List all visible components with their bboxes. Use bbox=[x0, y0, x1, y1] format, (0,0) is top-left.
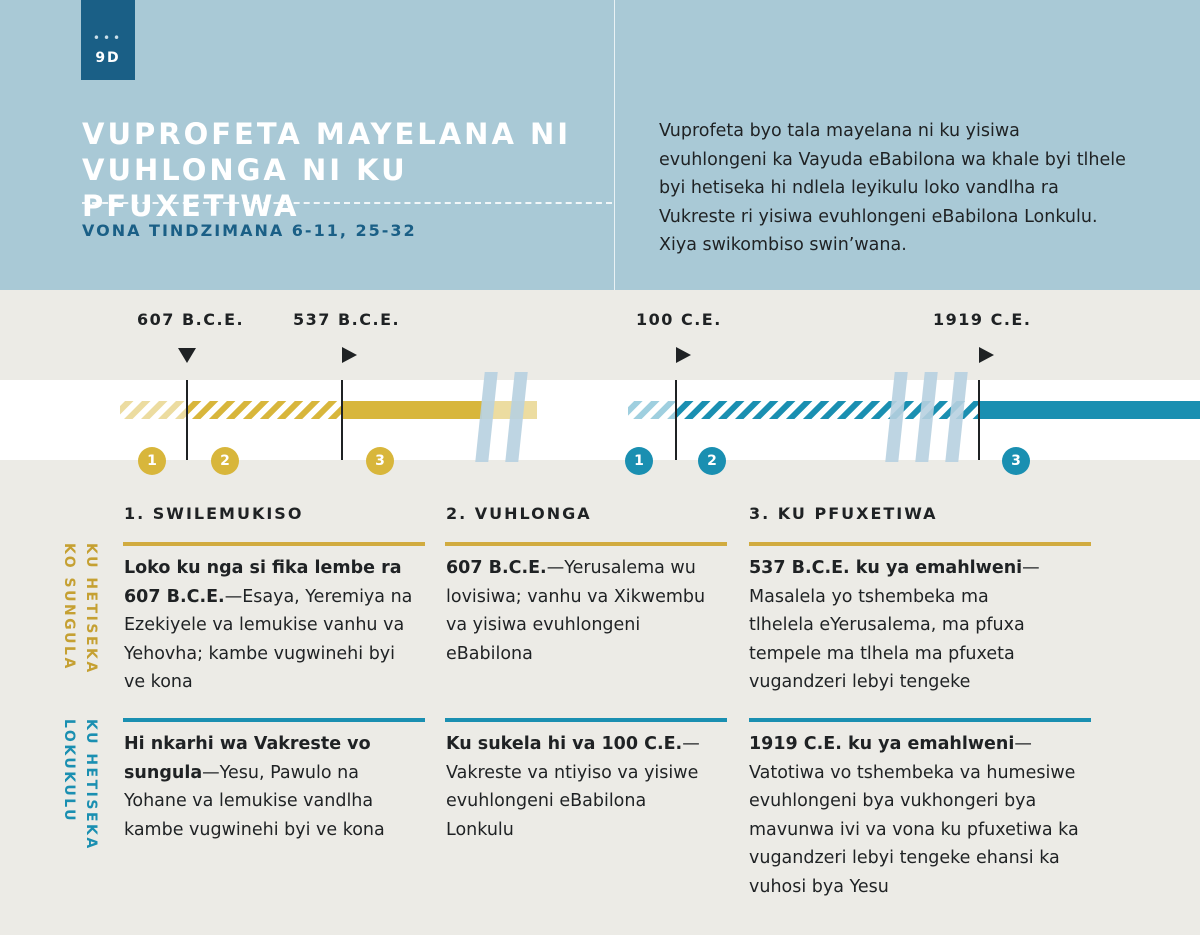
intro-text: Vuprofeta byo tala mayelana ni ku yisiwa… bbox=[659, 121, 1126, 255]
modern-step-3-circle: 3 bbox=[1002, 447, 1030, 475]
header-divider bbox=[614, 0, 615, 290]
ancient-solid bbox=[342, 401, 482, 419]
modern-restoration-cell: 1919 C.E. ku ya emahlweni—Vatotiwa vo ts… bbox=[749, 730, 1089, 901]
column-heading-captivity: 2. VUHLONGA bbox=[446, 504, 592, 523]
page-subtitle: VONA TINDZIMANA 6-11, 25-32 bbox=[82, 221, 417, 240]
cell-text: —Esaya, Yeremiya na Ezekiyele va lemukis… bbox=[124, 586, 413, 693]
cell-text: —Vakreste va ntiyiso va yisiwe evuhlonge… bbox=[446, 734, 700, 840]
title-dashed-rule bbox=[82, 202, 612, 204]
modern-solid bbox=[980, 401, 1200, 419]
cell-bold: 607 B.C.E. bbox=[446, 558, 547, 578]
modern-step-2-circle: 2 bbox=[698, 447, 726, 475]
ancient-step-2-circle: 2 bbox=[211, 447, 239, 475]
modern-row-label: KU HETISEKA LOKUKULU bbox=[58, 719, 102, 851]
badge-label: 9D bbox=[95, 50, 121, 66]
cell-bold: 537 B.C.E. ku ya emahlweni bbox=[749, 558, 1023, 578]
play-arrow-icon bbox=[342, 347, 357, 363]
badge-dots-icon: ••• bbox=[92, 31, 124, 45]
cell-text: —Yesu, Pawulo na Yohane va lemukise vand… bbox=[124, 762, 385, 840]
title-line-2: VUHLONGA NI KU PFUXETIWA bbox=[82, 153, 408, 223]
ancient-row-rule bbox=[445, 542, 727, 546]
ancient-captivity-cell: 607 B.C.E.—Yerusalema wu lovisiwa; vanhu… bbox=[446, 554, 716, 668]
modern-row-rule bbox=[749, 718, 1091, 722]
cell-text: —Vatotiwa vo tshembeka va humesiwe evuhl… bbox=[749, 734, 1079, 897]
ancient-step-3-circle: 3 bbox=[366, 447, 394, 475]
column-heading-restoration: 3. KU PFUXETIWA bbox=[749, 504, 938, 523]
cell-bold: 1919 C.E. ku ya emahlweni bbox=[749, 734, 1015, 754]
modern-row-rule bbox=[445, 718, 727, 722]
page-title: VUPROFETA MAYELANA NI VUHLONGA NI KU PFU… bbox=[82, 116, 622, 224]
year-label: 537 B.C.E. bbox=[293, 310, 401, 329]
play-arrow-icon bbox=[676, 347, 691, 363]
cell-bold: Loko ku nga si fika lembe ra 607 B.C.E. bbox=[124, 558, 402, 607]
header-panel bbox=[0, 0, 1200, 290]
ancient-hatch bbox=[187, 401, 342, 419]
modern-hatch-faded bbox=[628, 401, 676, 419]
modern-step-1-circle: 1 bbox=[625, 447, 653, 475]
column-heading-warnings: 1. SWILEMUKISO bbox=[124, 504, 304, 523]
ancient-restoration-cell: 537 B.C.E. ku ya emahlweni—Masalela yo t… bbox=[749, 554, 1049, 697]
cell-text: —Yerusalema wu lovisiwa; vanhu va Xikwem… bbox=[446, 558, 706, 664]
year-label: 607 B.C.E. bbox=[137, 310, 245, 329]
down-arrow-icon bbox=[178, 348, 196, 363]
cell-text: —Masalela yo tshembeka ma tlhelela eYeru… bbox=[749, 558, 1040, 692]
timeline-tick bbox=[675, 380, 677, 460]
timeline-tick bbox=[341, 380, 343, 460]
ancient-row-label-line-2: KO SUNGULA bbox=[61, 543, 77, 671]
timeline-tick bbox=[186, 380, 188, 460]
timeline-band bbox=[0, 380, 1200, 460]
page-badge: ••• 9D bbox=[81, 0, 135, 80]
modern-row-label-line-1: KU HETISEKA bbox=[83, 719, 99, 851]
title-line-1: VUPROFETA MAYELANA NI bbox=[82, 117, 572, 151]
year-label: 1919 C.E. bbox=[933, 310, 1032, 329]
timeline-tick bbox=[978, 380, 980, 460]
ancient-step-1-circle: 1 bbox=[138, 447, 166, 475]
cell-bold: Ku sukela hi va 100 C.E. bbox=[446, 734, 683, 754]
year-label: 100 C.E. bbox=[636, 310, 722, 329]
ancient-hatch-faded bbox=[120, 401, 187, 419]
cell-bold: Hi nkarhi wa Vakreste vo sungula bbox=[124, 734, 371, 783]
modern-captivity-cell: Ku sukela hi va 100 C.E.—Vakreste va nti… bbox=[446, 730, 716, 844]
ancient-row-label: KU HETISEKA KO SUNGULA bbox=[58, 543, 102, 675]
ancient-row-label-line-1: KU HETISEKA bbox=[83, 543, 99, 675]
modern-row-label-line-2: LOKUKULU bbox=[61, 719, 77, 824]
modern-warning-cell: Hi nkarhi wa Vakreste vo sungula—Yesu, P… bbox=[124, 730, 414, 844]
ancient-row-rule bbox=[123, 542, 425, 546]
modern-row-rule bbox=[123, 718, 425, 722]
ancient-row-rule bbox=[749, 542, 1091, 546]
play-arrow-icon bbox=[979, 347, 994, 363]
ancient-warning-cell: Loko ku nga si fika lembe ra 607 B.C.E.—… bbox=[124, 554, 414, 697]
